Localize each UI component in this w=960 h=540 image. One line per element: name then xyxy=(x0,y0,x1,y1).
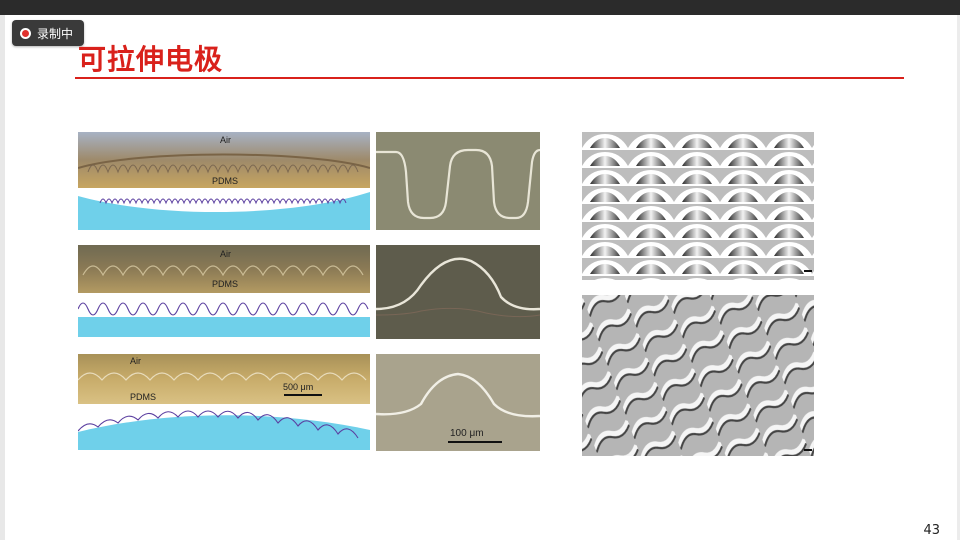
sem-image-2 xyxy=(582,295,814,456)
window-top-bar xyxy=(0,0,960,15)
air-label: Air xyxy=(130,356,141,366)
air-label: Air xyxy=(220,135,231,145)
sem-image-1 xyxy=(582,132,814,280)
air-label: Air xyxy=(220,249,231,259)
page-number: 43 xyxy=(923,523,940,538)
micrograph-3 xyxy=(78,354,370,404)
closeup-3 xyxy=(376,354,540,451)
pdms-label: PDMS xyxy=(212,176,239,186)
right-edge xyxy=(957,15,960,540)
schematic-1 xyxy=(78,188,370,230)
closeup-2 xyxy=(376,245,540,339)
slide-title: 可拉伸电极 xyxy=(78,43,224,76)
micrograph-1 xyxy=(78,132,370,188)
title-underline xyxy=(75,77,904,79)
micrograph-2 xyxy=(78,245,370,293)
figure-row-2: Air PDMS xyxy=(78,245,370,337)
pdms-label: PDMS xyxy=(130,392,157,402)
schematic-3 xyxy=(78,404,370,450)
recording-indicator[interactable]: 录制中 xyxy=(12,20,84,46)
record-icon xyxy=(20,27,31,39)
closeup-scale-label: 100 μm xyxy=(450,428,484,439)
figure-row-1: Air PDMS xyxy=(78,132,370,230)
left-edge xyxy=(0,15,5,540)
closeup-1 xyxy=(376,132,540,230)
pdms-label: PDMS xyxy=(212,279,239,289)
scale-bar-label: 500 μm xyxy=(283,382,314,392)
schematic-2 xyxy=(78,293,370,337)
recording-label: 录制中 xyxy=(37,26,74,41)
figure-row-3: Air 500 μm PDMS xyxy=(78,354,370,450)
